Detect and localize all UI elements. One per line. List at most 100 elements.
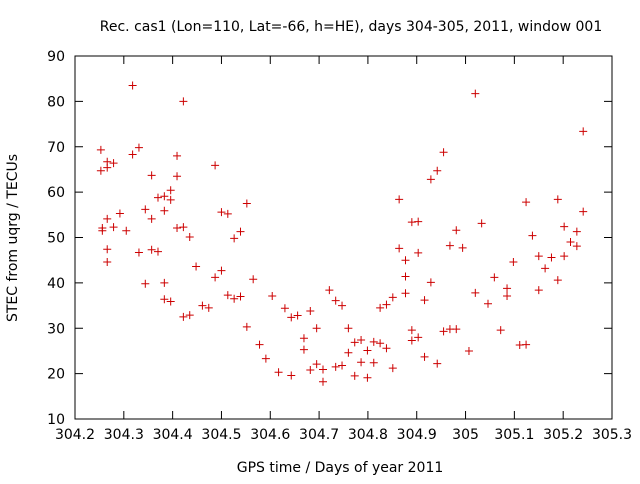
x-tick-label: 305 (452, 427, 479, 443)
data-point (109, 223, 118, 232)
data-point (547, 253, 556, 262)
data-point (376, 339, 385, 348)
data-point (128, 81, 137, 90)
data-point (153, 193, 162, 202)
data-point (414, 248, 423, 257)
data-point (147, 214, 156, 223)
data-point (503, 292, 512, 301)
data-point (579, 207, 588, 216)
data-point (395, 195, 404, 204)
data-point (293, 311, 302, 320)
x-axis-label: GPS time / Days of year 2011 (237, 460, 444, 476)
data-point (109, 159, 118, 168)
x-tick-label: 304.6 (250, 427, 290, 443)
data-point (141, 205, 150, 214)
data-point (192, 262, 201, 271)
data-point (103, 245, 112, 254)
data-point (579, 127, 588, 136)
y-tick-label: 40 (47, 276, 65, 292)
data-point (160, 192, 169, 201)
data-point (103, 214, 112, 223)
data-point (173, 223, 182, 232)
x-tick-label: 304.3 (104, 427, 144, 443)
data-point (318, 377, 327, 386)
data-point (98, 223, 107, 232)
data-point (452, 226, 461, 235)
data-point (363, 346, 372, 355)
data-point (255, 340, 264, 349)
x-tick-label: 304.9 (397, 427, 437, 443)
data-point (541, 264, 550, 273)
data-point (395, 244, 404, 253)
data-point (414, 217, 423, 226)
data-point (426, 175, 435, 184)
data-point (103, 258, 112, 267)
x-tick-label: 305.2 (543, 427, 583, 443)
y-axis: 10 20 30 40 50 60 70 80 90 (47, 49, 612, 428)
data-point (312, 360, 321, 369)
data-point (420, 352, 429, 361)
data-points (96, 81, 588, 386)
y-tick-label: 60 (47, 185, 65, 201)
data-point (433, 359, 442, 368)
data-point (230, 234, 239, 243)
data-point (274, 368, 283, 377)
data-point (458, 243, 467, 252)
x-tick-label: 304.2 (55, 427, 95, 443)
data-point (134, 248, 143, 257)
data-point (166, 297, 175, 306)
data-point (160, 295, 169, 304)
data-point (484, 299, 493, 308)
data-point (407, 336, 416, 345)
y-tick-label: 10 (47, 412, 65, 428)
data-point (166, 195, 175, 204)
data-point (306, 307, 315, 316)
data-point (134, 143, 143, 152)
data-point (426, 278, 435, 287)
data-point (230, 294, 239, 303)
data-point (439, 148, 448, 157)
x-tick-label: 305.3 (592, 427, 632, 443)
data-point (401, 272, 410, 281)
data-point (369, 358, 378, 367)
data-point (211, 161, 220, 170)
data-point (147, 171, 156, 180)
y-axis-label: STEC from uqrg / TECUs (5, 154, 21, 322)
data-point (439, 327, 448, 336)
data-point (242, 199, 251, 208)
data-point (344, 324, 353, 333)
data-point (331, 362, 340, 371)
data-point (509, 258, 518, 267)
data-point (572, 242, 581, 251)
data-point (280, 304, 289, 313)
chart-title: Rec. cas1 (Lon=110, Lat=-66, h=HE), days… (100, 19, 602, 35)
data-point (179, 97, 188, 106)
data-point (344, 348, 353, 357)
y-tick-label: 30 (47, 321, 65, 337)
y-tick-label: 80 (47, 94, 65, 110)
data-point (445, 241, 454, 250)
data-point (217, 266, 226, 275)
data-point (401, 256, 410, 265)
data-point (306, 365, 315, 374)
data-point (299, 334, 308, 343)
data-point (160, 206, 169, 215)
data-point (249, 275, 258, 284)
data-point (185, 311, 194, 320)
data-point (211, 273, 220, 282)
data-point (566, 238, 575, 247)
data-point (357, 358, 366, 367)
data-point (198, 301, 207, 310)
data-point (407, 326, 416, 335)
data-point (179, 223, 188, 232)
data-point (528, 231, 537, 240)
data-point (96, 166, 105, 175)
data-point (141, 279, 150, 288)
data-point (166, 186, 175, 195)
y-tick-label: 50 (47, 231, 65, 247)
x-tick-label: 305.1 (494, 427, 534, 443)
data-point (471, 89, 480, 98)
data-point (388, 293, 397, 302)
